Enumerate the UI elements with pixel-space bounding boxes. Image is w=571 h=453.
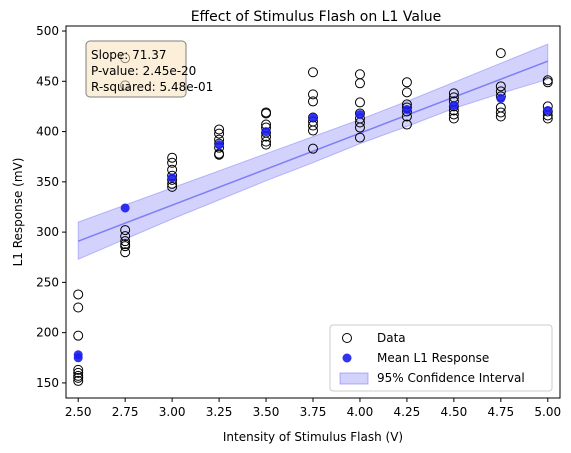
legend: Data Mean L1 Response 95% Confidence Int… bbox=[329, 324, 553, 392]
data-point bbox=[495, 48, 506, 59]
mean-point bbox=[449, 100, 459, 110]
mean-point bbox=[402, 104, 412, 114]
legend-data-marker bbox=[342, 333, 352, 343]
legend-label-mean: Mean L1 Response bbox=[377, 351, 489, 365]
stats-slope: Slope: 71.37 bbox=[91, 48, 167, 62]
data-point bbox=[308, 89, 318, 100]
y-tick-label: 500 bbox=[36, 24, 59, 38]
data-point bbox=[73, 364, 84, 375]
data-point bbox=[354, 97, 365, 108]
y-tick-label: 350 bbox=[36, 175, 59, 189]
y-tick-label: 250 bbox=[36, 275, 59, 289]
x-axis-label: Intensity of Stimulus Flash (V) bbox=[223, 430, 403, 444]
y-tick-label: 300 bbox=[36, 225, 59, 239]
mean-point bbox=[308, 112, 318, 122]
x-tick-label: 3.00 bbox=[159, 405, 186, 419]
data-point bbox=[495, 107, 506, 118]
x-tick-label: 4.25 bbox=[394, 405, 421, 419]
chart-title: Effect of Stimulus Flash on L1 Value bbox=[191, 9, 442, 25]
x-tick-label: 3.25 bbox=[206, 405, 233, 419]
data-point bbox=[73, 302, 84, 313]
y-axis-label: L1 Response (mV) bbox=[11, 158, 25, 267]
x-axis: 2.50 2.75 3.00 3.25 3.50 3.75 4.00 4.25 4.50 4.75… bbox=[65, 398, 561, 419]
data-point bbox=[495, 102, 506, 113]
data-point bbox=[354, 78, 365, 89]
mean-point bbox=[355, 109, 365, 119]
mean-point bbox=[167, 173, 177, 183]
stats-p-value: P-value: 2.45e-20 bbox=[91, 64, 196, 78]
data-point bbox=[120, 236, 131, 247]
data-point bbox=[308, 143, 318, 154]
y-tick-label: 400 bbox=[36, 125, 59, 139]
data-point bbox=[448, 109, 459, 120]
data-point bbox=[495, 81, 506, 92]
data-point bbox=[120, 241, 131, 252]
x-tick-label: 3.75 bbox=[300, 405, 327, 419]
data-point bbox=[261, 108, 272, 119]
data-point bbox=[448, 88, 459, 99]
data-point bbox=[167, 181, 178, 192]
data-point bbox=[73, 372, 84, 383]
data-point bbox=[73, 375, 84, 386]
x-tick-label: 2.50 bbox=[65, 405, 92, 419]
x-tick-label: 4.50 bbox=[441, 405, 468, 419]
mean-point bbox=[120, 203, 130, 213]
x-tick-label: 2.75 bbox=[112, 405, 139, 419]
y-tick-label: 150 bbox=[36, 376, 59, 390]
data-point bbox=[73, 330, 84, 341]
y-tick-label: 450 bbox=[36, 74, 59, 88]
data-point bbox=[167, 157, 178, 168]
data-point bbox=[120, 225, 131, 236]
stats-box: Slope: 71.37 P-value: 2.45e-20 R-squared… bbox=[85, 40, 213, 98]
legend-ci-swatch bbox=[339, 372, 369, 385]
y-tick-label: 200 bbox=[36, 326, 59, 340]
data-point bbox=[261, 136, 272, 147]
data-point bbox=[120, 231, 131, 242]
x-tick-label: 3.50 bbox=[253, 405, 280, 419]
data-point bbox=[214, 128, 225, 139]
data-point bbox=[354, 132, 365, 143]
data-point bbox=[308, 96, 318, 107]
data-point bbox=[308, 125, 318, 136]
data-point bbox=[542, 77, 553, 88]
legend-label-data: Data bbox=[377, 331, 406, 345]
x-tick-label: 4.00 bbox=[347, 405, 374, 419]
data-point bbox=[495, 111, 506, 122]
data-point bbox=[167, 152, 178, 163]
x-tick-label: 4.75 bbox=[487, 405, 514, 419]
data-point bbox=[214, 124, 225, 135]
data-point bbox=[214, 149, 225, 160]
data-point bbox=[401, 87, 412, 98]
data-point bbox=[73, 289, 84, 300]
mean-point bbox=[496, 93, 506, 103]
stats-r-squared: R-squared: 5.48e-01 bbox=[91, 80, 213, 94]
x-tick-label: 5.00 bbox=[534, 405, 561, 419]
data-point bbox=[354, 122, 365, 133]
legend-frame bbox=[329, 324, 553, 392]
data-point bbox=[73, 367, 84, 378]
mean-point bbox=[214, 140, 224, 150]
data-point bbox=[448, 113, 459, 124]
legend-mean-marker bbox=[342, 353, 352, 363]
data-point bbox=[308, 67, 318, 78]
y-axis: 150 200 250 300 350 400 450 500 bbox=[36, 24, 66, 390]
mean-point bbox=[261, 127, 271, 137]
data-point bbox=[401, 77, 412, 88]
data-point bbox=[120, 247, 131, 258]
plot-area bbox=[73, 43, 553, 386]
legend-label-ci: 95% Confidence Interval bbox=[377, 371, 525, 385]
data-point bbox=[354, 69, 365, 80]
mean-point bbox=[73, 353, 83, 363]
mean-point bbox=[543, 105, 553, 115]
data-point bbox=[401, 119, 412, 130]
regression-line bbox=[77, 60, 549, 242]
stats-box-background bbox=[85, 40, 187, 98]
data-point bbox=[261, 139, 272, 150]
